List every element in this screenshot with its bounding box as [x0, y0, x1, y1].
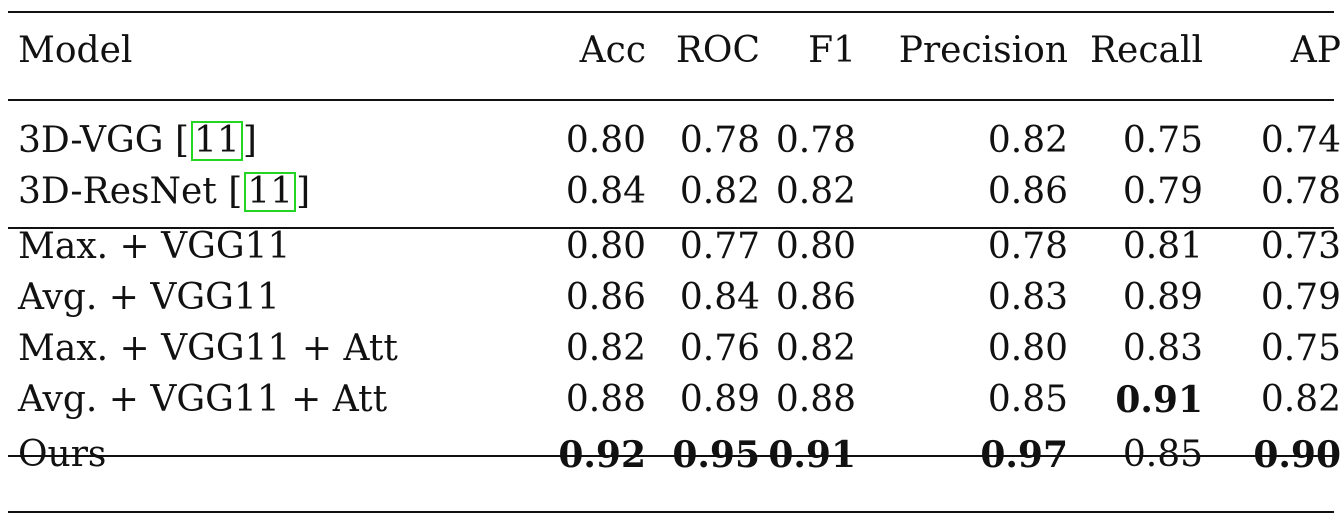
precision-cell-best: 0.97: [980, 433, 1068, 476]
f1-cell: 0.82: [775, 171, 856, 212]
roc-cell: 0.76: [679, 328, 760, 369]
recall-cell: 0.81: [1122, 226, 1203, 267]
cite-close-bracket: ]: [242, 120, 257, 161]
roc-cell: 0.78: [679, 120, 760, 161]
f1-cell-best: 0.91: [768, 433, 856, 476]
acc-cell: 0.80: [565, 226, 646, 267]
table-row: Max. + VGG11 + Att 0.82 0.76 0.82 0.80 0…: [0, 323, 1341, 374]
cite-open-bracket: [: [228, 171, 243, 212]
table-row: 3D-VGG [11] 0.80 0.78 0.78 0.82 0.75 0.7…: [0, 115, 1341, 166]
precision-cell: 0.86: [987, 171, 1068, 212]
model-name: 3D-VGG: [18, 120, 164, 161]
acc-cell-best: 0.92: [558, 433, 646, 476]
group-rule-1: [8, 227, 1334, 229]
header-roc: ROC: [675, 29, 760, 71]
precision-cell: 0.85: [987, 379, 1068, 420]
acc-cell: 0.84: [565, 171, 646, 212]
cite-close-bracket: ]: [296, 171, 311, 212]
acc-cell: 0.88: [565, 379, 646, 420]
table-row: Avg. + VGG11 0.86 0.84 0.86 0.83 0.89 0.…: [0, 272, 1341, 323]
precision-cell: 0.78: [987, 226, 1068, 267]
acc-cell: 0.80: [565, 120, 646, 161]
header-gap: [0, 100, 1341, 115]
acc-cell: 0.82: [565, 328, 646, 369]
table-row: Avg. + VGG11 + Att 0.88 0.89 0.88 0.85 0…: [0, 374, 1341, 425]
ap-cell-best: 0.90: [1253, 433, 1341, 476]
model-cell: Avg. + VGG11 + Att: [18, 379, 388, 420]
header-row: Model Acc ROC F1 Precision Recall AP: [0, 0, 1341, 100]
f1-cell: 0.82: [775, 328, 856, 369]
header-f1: F1: [808, 29, 856, 71]
group-rule-2: [8, 455, 1334, 457]
f1-cell: 0.80: [775, 226, 856, 267]
roc-cell-best: 0.95: [672, 433, 760, 476]
header-acc: Acc: [579, 29, 646, 71]
recall-cell: 0.89: [1122, 277, 1203, 318]
citation-link[interactable]: 11: [244, 172, 297, 212]
model-cell: 3D-ResNet [11]: [0, 166, 540, 217]
recall-cell: 0.83: [1122, 328, 1203, 369]
precision-cell: 0.83: [987, 277, 1068, 318]
precision-cell: 0.80: [987, 328, 1068, 369]
model-cell: Ours: [18, 434, 107, 475]
model-name: 3D-ResNet: [18, 171, 217, 212]
f1-cell: 0.78: [775, 120, 856, 161]
top-rule: [8, 11, 1334, 13]
roc-cell: 0.82: [679, 171, 760, 212]
roc-cell: 0.84: [679, 277, 760, 318]
model-cell: 3D-VGG [11]: [0, 115, 540, 166]
ap-cell: 0.74: [1260, 120, 1341, 161]
table-row: Max. + VGG11 0.80 0.77 0.80 0.78 0.81 0.…: [0, 221, 1341, 272]
header-model: Model: [18, 29, 133, 71]
roc-cell: 0.89: [679, 379, 760, 420]
model-cell: Max. + VGG11 + Att: [18, 328, 398, 369]
recall-cell: 0.75: [1122, 120, 1203, 161]
header-ap: AP: [1290, 29, 1341, 71]
roc-cell: 0.77: [679, 226, 760, 267]
model-cell: Max. + VGG11: [18, 226, 291, 267]
citation-link[interactable]: 11: [191, 121, 243, 161]
recall-cell: 0.79: [1122, 171, 1203, 212]
recall-cell: 0.85: [1122, 434, 1203, 475]
model-cell: Avg. + VGG11: [18, 277, 280, 318]
header-precision: Precision: [898, 29, 1068, 71]
cite-open-bracket: [: [174, 120, 189, 161]
f1-cell: 0.88: [775, 379, 856, 420]
recall-cell-best: 0.91: [1115, 378, 1203, 421]
bottom-rule: [8, 511, 1334, 513]
ap-cell: 0.75: [1260, 328, 1341, 369]
ap-cell: 0.82: [1260, 379, 1341, 420]
precision-cell: 0.82: [987, 120, 1068, 161]
ap-cell: 0.73: [1260, 226, 1341, 267]
header-rule: [8, 99, 1334, 101]
header-recall: Recall: [1089, 29, 1203, 71]
table-row: Ours 0.92 0.95 0.91 0.97 0.85 0.90: [0, 429, 1341, 480]
ap-cell: 0.78: [1260, 171, 1341, 212]
acc-cell: 0.86: [565, 277, 646, 318]
ap-cell: 0.79: [1260, 277, 1341, 318]
f1-cell: 0.86: [775, 277, 856, 318]
results-table: Model Acc ROC F1 Precision Recall AP 3D-…: [0, 0, 1341, 480]
table-row: 3D-ResNet [11] 0.84 0.82 0.82 0.86 0.79 …: [0, 166, 1341, 217]
